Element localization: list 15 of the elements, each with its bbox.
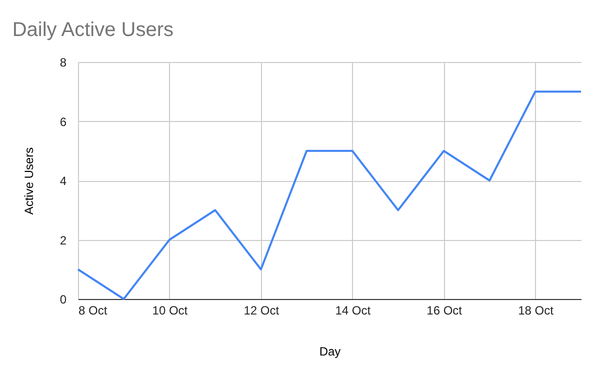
- x-tick-label: 16 Oct: [426, 304, 463, 318]
- y-tick-label: 0: [60, 292, 67, 306]
- x-tick-label: 14 Oct: [335, 304, 372, 318]
- y-tick-label: 8: [60, 56, 67, 70]
- x-tick-label: 10 Oct: [152, 304, 188, 318]
- x-tick-label: 8 Oct: [78, 304, 108, 318]
- y-tick-label: 4: [60, 174, 67, 188]
- x-axis-title: Day: [319, 344, 341, 358]
- x-tick-label: 12 Oct: [244, 304, 280, 318]
- y-axis-title: Active Users: [22, 147, 36, 215]
- y-tick-label: 2: [60, 233, 67, 248]
- line-series: [77, 90, 582, 300]
- x-tick-label: 18 Oct: [518, 304, 554, 318]
- chart-title: Daily Active Users: [12, 19, 174, 41]
- y-tick-label: 6: [60, 114, 67, 129]
